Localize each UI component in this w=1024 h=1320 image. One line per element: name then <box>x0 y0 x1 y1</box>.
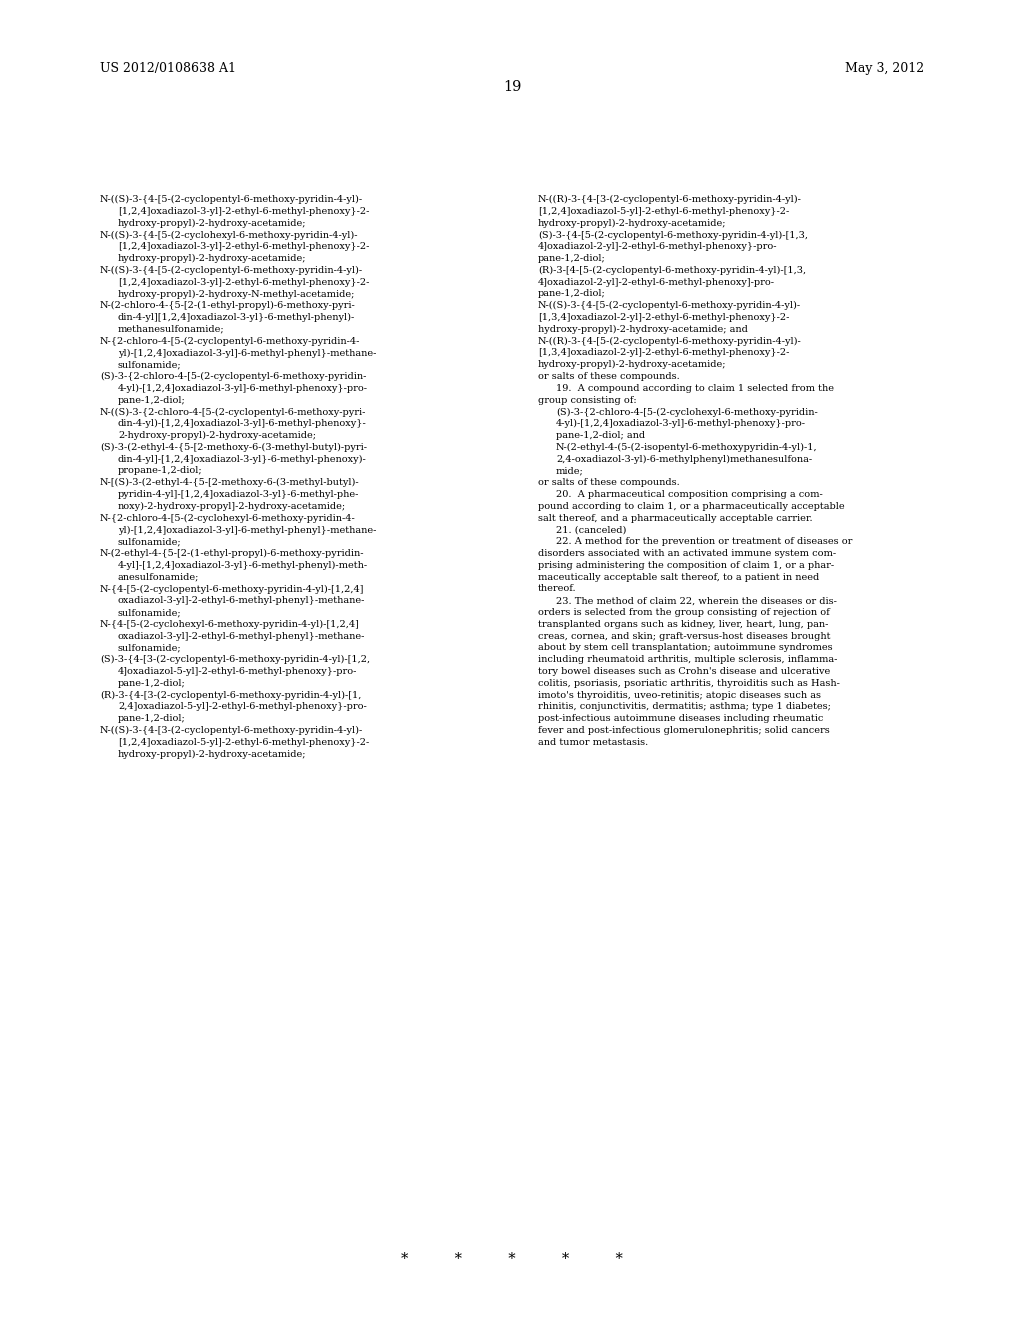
Text: 21. (canceled): 21. (canceled) <box>556 525 627 535</box>
Text: 4]oxadiazol-2-yl]-2-ethyl-6-methyl-phenoxy}-pro-: 4]oxadiazol-2-yl]-2-ethyl-6-methyl-pheno… <box>538 242 777 251</box>
Text: 4-yl)-[1,2,4]oxadiazol-3-yl]-6-methyl-phenoxy}-pro-: 4-yl)-[1,2,4]oxadiazol-3-yl]-6-methyl-ph… <box>556 420 806 428</box>
Text: pane-1,2-diol;: pane-1,2-diol; <box>538 253 606 263</box>
Text: [1,2,4]oxadiazol-3-yl]-2-ethyl-6-methyl-phenoxy}-2-: [1,2,4]oxadiazol-3-yl]-2-ethyl-6-methyl-… <box>118 207 370 215</box>
Text: N-(2-ethyl-4-{5-[2-(1-ethyl-propyl)-6-methoxy-pyridin-: N-(2-ethyl-4-{5-[2-(1-ethyl-propyl)-6-me… <box>100 549 365 558</box>
Text: sulfonamide;: sulfonamide; <box>118 360 181 370</box>
Text: N-(2-chloro-4-{5-[2-(1-ethyl-propyl)-6-methoxy-pyri-: N-(2-chloro-4-{5-[2-(1-ethyl-propyl)-6-m… <box>100 301 355 310</box>
Text: N-{2-chloro-4-[5-(2-cyclohexyl-6-methoxy-pyridin-4-: N-{2-chloro-4-[5-(2-cyclohexyl-6-methoxy… <box>100 513 355 523</box>
Text: rhinitis, conjunctivitis, dermatitis; asthma; type 1 diabetes;: rhinitis, conjunctivitis, dermatitis; as… <box>538 702 830 711</box>
Text: hydroxy-propyl)-2-hydroxy-acetamide; and: hydroxy-propyl)-2-hydroxy-acetamide; and <box>538 325 748 334</box>
Text: [1,2,4]oxadiazol-3-yl]-2-ethyl-6-methyl-phenoxy}-2-: [1,2,4]oxadiazol-3-yl]-2-ethyl-6-methyl-… <box>118 277 370 286</box>
Text: tory bowel diseases such as Crohn's disease and ulcerative: tory bowel diseases such as Crohn's dise… <box>538 667 830 676</box>
Text: N-{2-chloro-4-[5-(2-cyclopentyl-6-methoxy-pyridin-4-: N-{2-chloro-4-[5-(2-cyclopentyl-6-methox… <box>100 337 360 346</box>
Text: group consisting of:: group consisting of: <box>538 396 637 405</box>
Text: [1,3,4]oxadiazol-2-yl]-2-ethyl-6-methyl-phenoxy}-2-: [1,3,4]oxadiazol-2-yl]-2-ethyl-6-methyl-… <box>538 348 790 358</box>
Text: N-((S)-3-{4-[5-(2-cyclohexyl-6-methoxy-pyridin-4-yl)-: N-((S)-3-{4-[5-(2-cyclohexyl-6-methoxy-p… <box>100 231 358 239</box>
Text: anesulfonamide;: anesulfonamide; <box>118 573 200 582</box>
Text: N-{4-[5-(2-cyclohexyl-6-methoxy-pyridin-4-yl)-[1,2,4]: N-{4-[5-(2-cyclohexyl-6-methoxy-pyridin-… <box>100 620 359 628</box>
Text: 4]oxadiazol-2-yl]-2-ethyl-6-methyl-phenoxy]-pro-: 4]oxadiazol-2-yl]-2-ethyl-6-methyl-pheno… <box>538 277 775 286</box>
Text: din-4-yl][1,2,4]oxadiazol-3-yl}-6-methyl-phenyl)-: din-4-yl][1,2,4]oxadiazol-3-yl}-6-methyl… <box>118 313 355 322</box>
Text: colitis, psoriasis, psoriatic arthritis, thyroiditis such as Hash-: colitis, psoriasis, psoriatic arthritis,… <box>538 678 840 688</box>
Text: N-{4-[5-(2-cyclopentyl-6-methoxy-pyridin-4-yl)-[1,2,4]: N-{4-[5-(2-cyclopentyl-6-methoxy-pyridin… <box>100 585 365 594</box>
Text: 4-yl]-[1,2,4]oxadiazol-3-yl}-6-methyl-phenyl)-meth-: 4-yl]-[1,2,4]oxadiazol-3-yl}-6-methyl-ph… <box>118 561 368 570</box>
Text: hydroxy-propyl)-2-hydroxy-acetamide;: hydroxy-propyl)-2-hydroxy-acetamide; <box>118 219 306 228</box>
Text: and tumor metastasis.: and tumor metastasis. <box>538 738 648 747</box>
Text: pound according to claim 1, or a pharmaceutically acceptable: pound according to claim 1, or a pharmac… <box>538 502 845 511</box>
Text: *          *          *          *          *: * * * * * <box>401 1251 623 1266</box>
Text: (S)-3-{2-chloro-4-[5-(2-cyclopentyl-6-methoxy-pyridin-: (S)-3-{2-chloro-4-[5-(2-cyclopentyl-6-me… <box>100 372 367 381</box>
Text: pyridin-4-yl]-[1,2,4]oxadiazol-3-yl}-6-methyl-phe-: pyridin-4-yl]-[1,2,4]oxadiazol-3-yl}-6-m… <box>118 490 359 499</box>
Text: 2,4-oxadiazol-3-yl)-6-methylphenyl)methanesulfona-: 2,4-oxadiazol-3-yl)-6-methylphenyl)metha… <box>556 454 812 463</box>
Text: creas, cornea, and skin; graft-versus-host diseases brought: creas, cornea, and skin; graft-versus-ho… <box>538 631 830 640</box>
Text: fever and post-infectious glomerulonephritis; solid cancers: fever and post-infectious glomerulonephr… <box>538 726 829 735</box>
Text: din-4-yl)-[1,2,4]oxadiazol-3-yl]-6-methyl-phenoxy}-: din-4-yl)-[1,2,4]oxadiazol-3-yl]-6-methy… <box>118 420 367 428</box>
Text: methanesulfonamide;: methanesulfonamide; <box>118 325 224 334</box>
Text: including rheumatoid arthritis, multiple sclerosis, inflamma-: including rheumatoid arthritis, multiple… <box>538 655 838 664</box>
Text: 2,4]oxadiazol-5-yl]-2-ethyl-6-methyl-phenoxy}-pro-: 2,4]oxadiazol-5-yl]-2-ethyl-6-methyl-phe… <box>118 702 367 711</box>
Text: propane-1,2-diol;: propane-1,2-diol; <box>118 466 203 475</box>
Text: N-((S)-3-{4-[3-(2-cyclopentyl-6-methoxy-pyridin-4-yl)-: N-((S)-3-{4-[3-(2-cyclopentyl-6-methoxy-… <box>100 726 364 735</box>
Text: orders is selected from the group consisting of rejection of: orders is selected from the group consis… <box>538 609 829 616</box>
Text: pane-1,2-diol;: pane-1,2-diol; <box>118 678 185 688</box>
Text: prising administering the composition of claim 1, or a phar-: prising administering the composition of… <box>538 561 835 570</box>
Text: 23. The method of claim 22, wherein the diseases or dis-: 23. The method of claim 22, wherein the … <box>556 597 837 605</box>
Text: pane-1,2-diol;: pane-1,2-diol; <box>538 289 606 298</box>
Text: (S)-3-{4-[3-(2-cyclopentyl-6-methoxy-pyridin-4-yl)-[1,2,: (S)-3-{4-[3-(2-cyclopentyl-6-methoxy-pyr… <box>100 655 370 664</box>
Text: hydroxy-propyl)-2-hydroxy-acetamide;: hydroxy-propyl)-2-hydroxy-acetamide; <box>538 360 726 370</box>
Text: oxadiazol-3-yl]-2-ethyl-6-methyl-phenyl}-methane-: oxadiazol-3-yl]-2-ethyl-6-methyl-phenyl}… <box>118 631 366 640</box>
Text: post-infectious autoimmune diseases including rheumatic: post-infectious autoimmune diseases incl… <box>538 714 823 723</box>
Text: N-((S)-3-{4-[5-(2-cyclopentyl-6-methoxy-pyridin-4-yl)-: N-((S)-3-{4-[5-(2-cyclopentyl-6-methoxy-… <box>100 265 364 275</box>
Text: N-((S)-3-{4-[5-(2-cyclopentyl-6-methoxy-pyridin-4-yl)-: N-((S)-3-{4-[5-(2-cyclopentyl-6-methoxy-… <box>538 301 801 310</box>
Text: 20.  A pharmaceutical composition comprising a com-: 20. A pharmaceutical composition compris… <box>556 490 822 499</box>
Text: hydroxy-propyl)-2-hydroxy-acetamide;: hydroxy-propyl)-2-hydroxy-acetamide; <box>118 750 306 759</box>
Text: 2-hydroxy-propyl)-2-hydroxy-acetamide;: 2-hydroxy-propyl)-2-hydroxy-acetamide; <box>118 432 316 440</box>
Text: noxy)-2-hydroxy-propyl]-2-hydroxy-acetamide;: noxy)-2-hydroxy-propyl]-2-hydroxy-acetam… <box>118 502 346 511</box>
Text: yl)-[1,2,4]oxadiazol-3-yl]-6-methyl-phenyl}-methane-: yl)-[1,2,4]oxadiazol-3-yl]-6-methyl-phen… <box>118 348 377 358</box>
Text: (R)-3-[4-[5-(2-cyclopentyl-6-methoxy-pyridin-4-yl)-[1,3,: (R)-3-[4-[5-(2-cyclopentyl-6-methoxy-pyr… <box>538 265 806 275</box>
Text: N-((R)-3-{4-[3-(2-cyclopentyl-6-methoxy-pyridin-4-yl)-: N-((R)-3-{4-[3-(2-cyclopentyl-6-methoxy-… <box>538 195 802 205</box>
Text: N-(2-ethyl-4-(5-(2-isopentyl-6-methoxypyridin-4-yl)-1,: N-(2-ethyl-4-(5-(2-isopentyl-6-methoxypy… <box>556 442 817 451</box>
Text: [1,3,4]oxadiazol-2-yl]-2-ethyl-6-methyl-phenoxy}-2-: [1,3,4]oxadiazol-2-yl]-2-ethyl-6-methyl-… <box>538 313 790 322</box>
Text: maceutically acceptable salt thereof, to a patient in need: maceutically acceptable salt thereof, to… <box>538 573 819 582</box>
Text: US 2012/0108638 A1: US 2012/0108638 A1 <box>100 62 236 75</box>
Text: hydroxy-propyl)-2-hydroxy-N-methyl-acetamide;: hydroxy-propyl)-2-hydroxy-N-methyl-aceta… <box>118 289 355 298</box>
Text: din-4-yl]-[1,2,4]oxadiazol-3-yl}-6-methyl-phenoxy)-: din-4-yl]-[1,2,4]oxadiazol-3-yl}-6-methy… <box>118 454 367 463</box>
Text: N-[(S)-3-(2-ethyl-4-{5-[2-methoxy-6-(3-methyl-butyl)-: N-[(S)-3-(2-ethyl-4-{5-[2-methoxy-6-(3-m… <box>100 478 359 487</box>
Text: [1,2,4]oxadiazol-5-yl]-2-ethyl-6-methyl-phenoxy}-2-: [1,2,4]oxadiazol-5-yl]-2-ethyl-6-methyl-… <box>118 738 370 747</box>
Text: (S)-3-(2-ethyl-4-{5-[2-methoxy-6-(3-methyl-butyl)-pyri-: (S)-3-(2-ethyl-4-{5-[2-methoxy-6-(3-meth… <box>100 442 367 451</box>
Text: 4-yl)-[1,2,4]oxadiazol-3-yl]-6-methyl-phenoxy}-pro-: 4-yl)-[1,2,4]oxadiazol-3-yl]-6-methyl-ph… <box>118 384 368 393</box>
Text: (S)-3-{4-[5-(2-cyclopentyl-6-methoxy-pyridin-4-yl)-[1,3,: (S)-3-{4-[5-(2-cyclopentyl-6-methoxy-pyr… <box>538 231 808 239</box>
Text: [1,2,4]oxadiazol-3-yl]-2-ethyl-6-methyl-phenoxy}-2-: [1,2,4]oxadiazol-3-yl]-2-ethyl-6-methyl-… <box>118 242 370 251</box>
Text: imoto's thyroiditis, uveo-retinitis; atopic diseases such as: imoto's thyroiditis, uveo-retinitis; ato… <box>538 690 821 700</box>
Text: hydroxy-propyl)-2-hydroxy-acetamide;: hydroxy-propyl)-2-hydroxy-acetamide; <box>118 253 306 263</box>
Text: 22. A method for the prevention or treatment of diseases or: 22. A method for the prevention or treat… <box>556 537 852 546</box>
Text: disorders associated with an activated immune system com-: disorders associated with an activated i… <box>538 549 837 558</box>
Text: salt thereof, and a pharmaceutically acceptable carrier.: salt thereof, and a pharmaceutically acc… <box>538 513 813 523</box>
Text: sulfonamide;: sulfonamide; <box>118 643 181 652</box>
Text: N-((S)-3-{2-chloro-4-[5-(2-cyclopentyl-6-methoxy-pyri-: N-((S)-3-{2-chloro-4-[5-(2-cyclopentyl-6… <box>100 408 367 417</box>
Text: 4]oxadiazol-5-yl]-2-ethyl-6-methyl-phenoxy}-pro-: 4]oxadiazol-5-yl]-2-ethyl-6-methyl-pheno… <box>118 667 357 676</box>
Text: N-((R)-3-{4-[5-(2-cyclopentyl-6-methoxy-pyridin-4-yl)-: N-((R)-3-{4-[5-(2-cyclopentyl-6-methoxy-… <box>538 337 802 346</box>
Text: [1,2,4]oxadiazol-5-yl]-2-ethyl-6-methyl-phenoxy}-2-: [1,2,4]oxadiazol-5-yl]-2-ethyl-6-methyl-… <box>538 207 790 215</box>
Text: pane-1,2-diol; and: pane-1,2-diol; and <box>556 432 645 440</box>
Text: or salts of these compounds.: or salts of these compounds. <box>538 372 680 381</box>
Text: 19: 19 <box>503 81 521 94</box>
Text: May 3, 2012: May 3, 2012 <box>845 62 924 75</box>
Text: pane-1,2-diol;: pane-1,2-diol; <box>118 396 185 405</box>
Text: transplanted organs such as kidney, liver, heart, lung, pan-: transplanted organs such as kidney, live… <box>538 620 828 628</box>
Text: hydroxy-propyl)-2-hydroxy-acetamide;: hydroxy-propyl)-2-hydroxy-acetamide; <box>538 219 726 228</box>
Text: mide;: mide; <box>556 466 584 475</box>
Text: N-((S)-3-{4-[5-(2-cyclopentyl-6-methoxy-pyridin-4-yl)-: N-((S)-3-{4-[5-(2-cyclopentyl-6-methoxy-… <box>100 195 364 205</box>
Text: pane-1,2-diol;: pane-1,2-diol; <box>118 714 185 723</box>
Text: (S)-3-{2-chloro-4-[5-(2-cyclohexyl-6-methoxy-pyridin-: (S)-3-{2-chloro-4-[5-(2-cyclohexyl-6-met… <box>556 408 818 417</box>
Text: about by stem cell transplantation; autoimmune syndromes: about by stem cell transplantation; auto… <box>538 643 833 652</box>
Text: oxadiazol-3-yl]-2-ethyl-6-methyl-phenyl}-methane-: oxadiazol-3-yl]-2-ethyl-6-methyl-phenyl}… <box>118 597 366 605</box>
Text: yl)-[1,2,4]oxadiazol-3-yl]-6-methyl-phenyl}-methane-: yl)-[1,2,4]oxadiazol-3-yl]-6-methyl-phen… <box>118 525 377 535</box>
Text: (R)-3-{4-[3-(2-cyclopentyl-6-methoxy-pyridin-4-yl)-[1,: (R)-3-{4-[3-(2-cyclopentyl-6-methoxy-pyr… <box>100 690 361 700</box>
Text: sulfonamide;: sulfonamide; <box>118 537 181 546</box>
Text: 19.  A compound according to claim 1 selected from the: 19. A compound according to claim 1 sele… <box>556 384 834 393</box>
Text: or salts of these compounds.: or salts of these compounds. <box>538 478 680 487</box>
Text: sulfonamide;: sulfonamide; <box>118 609 181 616</box>
Text: thereof.: thereof. <box>538 585 577 594</box>
